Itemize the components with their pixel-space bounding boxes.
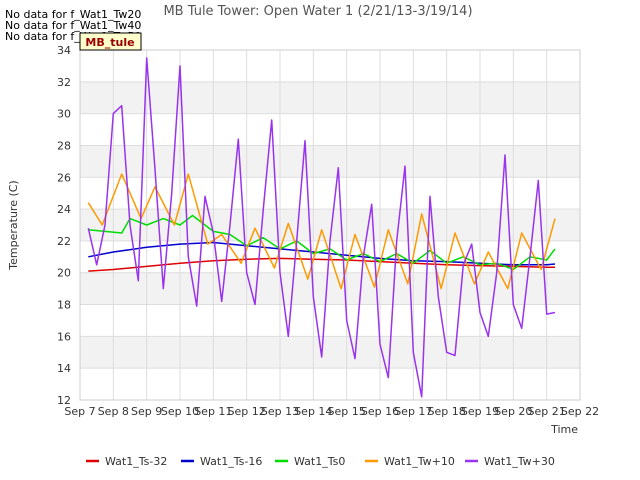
y-tick-label: 14 <box>57 362 71 375</box>
x-tick-label: Sep 16 <box>361 405 399 418</box>
y-tick-label: 18 <box>57 299 71 312</box>
y-tick-label: 28 <box>57 139 71 152</box>
plot-band <box>80 145 580 178</box>
x-tick-label: Sep 13 <box>261 405 299 418</box>
series-line-wat1-tw-10 <box>87 173 556 290</box>
y-tick-label: 24 <box>57 203 71 216</box>
y-tick-label: 34 <box>57 44 71 57</box>
legend-label: Wat1_Ts-32 <box>105 455 167 468</box>
legend-label: Wat1_Ts0 <box>294 455 345 468</box>
x-tick-label: Sep 21 <box>528 405 566 418</box>
badge-box <box>79 32 142 51</box>
no-data-note-2: No data for f_Wat1_Tw40 <box>5 19 142 32</box>
y-tick-label: 22 <box>57 235 71 248</box>
x-axis-label: Time <box>550 423 578 436</box>
x-tick-label: Sep 10 <box>161 405 199 418</box>
legend-label: Wat1_Tw+30 <box>484 455 555 468</box>
badge-text: MB_tule <box>85 36 134 49</box>
y-tick-label: 16 <box>57 330 71 343</box>
y-tick-label: 32 <box>57 76 71 89</box>
y-tick-label: 20 <box>57 267 71 280</box>
series-line-wat1-tw-30 <box>87 57 556 398</box>
x-tick-label: Sep 15 <box>328 405 366 418</box>
plot-band <box>80 272 580 305</box>
station-badge: MB_tule <box>79 32 142 51</box>
chart-title: MB Tule Tower: Open Water 1 (2/21/13-3/1… <box>163 4 472 19</box>
x-tick-label: Sep 22 <box>561 405 599 418</box>
plot-frame <box>79 49 581 401</box>
x-tick-label: Sep 17 <box>394 405 432 418</box>
legend-label: Wat1_Tw+10 <box>384 455 455 468</box>
x-tick-label: Sep 14 <box>294 405 332 418</box>
no-data-note-3: No data for f_Wat1_Tw50 <box>5 30 142 43</box>
x-tick-label: Sep 9 <box>131 405 162 418</box>
y-axis-label: Temperature (C) <box>7 180 20 270</box>
x-tick-label: Sep 12 <box>228 405 266 418</box>
series-lines <box>87 57 556 398</box>
plot-bands <box>80 81 580 369</box>
y-tick-label: 30 <box>57 108 71 121</box>
legend: Wat1_Ts-32 Wat1_Ts-16 Wat1_Ts0 Wat1_Tw+10 Wa… <box>86 455 555 468</box>
x-tick-label: Sep 20 <box>494 405 532 418</box>
y-tick-labels: 12 14 16 18 20 22 24 26 28 30 32 34 <box>57 44 71 407</box>
no-data-note-1: No data for f_Wat1_Tw20 <box>5 8 142 21</box>
x-tick-label: Sep 8 <box>98 405 129 418</box>
y-tick-label: 12 <box>57 394 71 407</box>
plot-band <box>80 81 580 114</box>
x-tick-label: Sep 7 <box>64 405 95 418</box>
legend-label: Wat1_Ts-16 <box>200 455 262 468</box>
x-tick-label: Sep 11 <box>194 405 232 418</box>
y-tick-label: 26 <box>57 171 71 184</box>
plot-band <box>80 336 580 369</box>
x-tick-label: Sep 19 <box>461 405 499 418</box>
x-tick-label: Sep 18 <box>428 405 466 418</box>
